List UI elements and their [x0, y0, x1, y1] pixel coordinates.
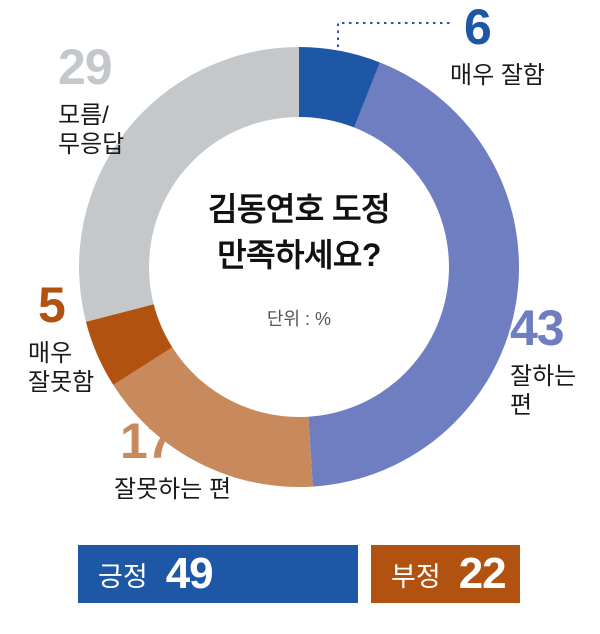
donut-segment-4: [85, 304, 173, 385]
callout-bad-label: 잘못하는 편: [114, 476, 232, 503]
callout-good-label: 잘하는 편: [510, 363, 577, 420]
callout-very-bad-value: 5: [38, 277, 66, 333]
callout-bad: 17 잘못하는 편: [114, 416, 231, 504]
chart-unit-label: 단위 : %: [266, 308, 332, 329]
chart-center: 김동연호 도정 만족하세요? 단위 : %: [144, 186, 454, 331]
summary-negative-box: 부정 22: [371, 545, 520, 603]
callout-very-bad: 5 매우 잘못함: [28, 280, 94, 398]
donut-segment-1: [299, 47, 380, 128]
callout-dont-know-value: 29: [58, 39, 113, 95]
callout-dont-know: 29 모름/ 무응답: [58, 42, 124, 160]
callout-bad-value: 17: [120, 413, 175, 469]
callout-good: 43 잘하는 편: [510, 303, 576, 421]
donut-segment-2: [308, 62, 520, 487]
summary-positive-label: 긍정: [98, 561, 148, 592]
donut-chart: [78, 47, 520, 488]
chart-title: 김동연호 도정 만족하세요?: [207, 191, 391, 274]
summary-negative-value: 22: [458, 549, 507, 598]
donut-segment-5: [78, 47, 299, 322]
callout-dont-know-label: 모름/ 무응답: [58, 102, 125, 159]
summary-positive-box: 긍정 49: [78, 545, 358, 603]
connector-line: [337, 22, 452, 47]
donut-segment-3: [113, 347, 313, 488]
summary-positive-value: 49: [165, 549, 214, 598]
callout-very-good-value: 6: [464, 0, 492, 55]
callout-very-bad-label: 매우 잘못함: [28, 340, 95, 397]
summary-negative-label: 부정: [391, 561, 441, 592]
callout-very-good-label: 매우 잘함: [450, 62, 545, 89]
callout-very-good: 6 매우 잘함: [450, 2, 545, 90]
callout-good-value: 43: [510, 300, 565, 356]
